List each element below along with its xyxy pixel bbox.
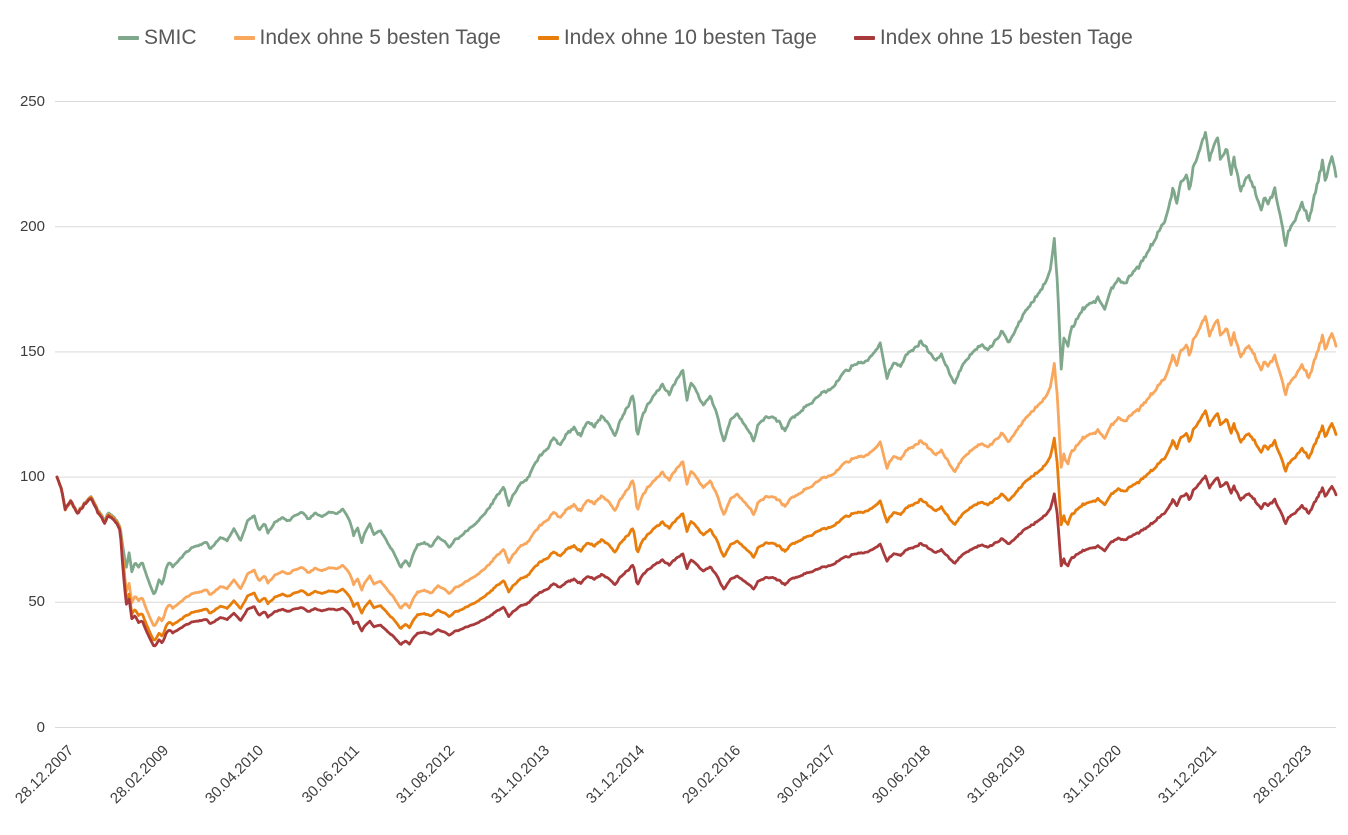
legend-dash-icon — [233, 36, 255, 40]
legend-label: Index ohne 5 besten Tage — [259, 26, 501, 49]
y-tick-label: 150 — [19, 342, 45, 360]
series-line-smic — [55, 130, 1338, 596]
y-tick-label: 100 — [19, 468, 45, 486]
series-line-index-ohne-5-besten-tage — [55, 315, 1338, 627]
legend-dash-icon — [853, 36, 875, 40]
legend-dash-icon — [537, 36, 559, 40]
series-line-index-ohne-10-besten-tage — [55, 409, 1338, 642]
legend-dash-icon — [118, 36, 139, 40]
y-tick-label: 0 — [36, 718, 45, 736]
legend-item: Index ohne 5 besten Tage — [233, 26, 501, 50]
chart-legend: SMIC Index ohne 5 besten Tage Index ohne 1… — [118, 26, 1133, 50]
legend-label: SMIC — [144, 26, 197, 49]
legend-item: Index ohne 15 besten Tage — [853, 26, 1133, 50]
legend-label: Index ohne 10 besten Tage — [563, 26, 817, 49]
legend-item: SMIC — [118, 26, 197, 50]
y-tick-label: 50 — [28, 593, 45, 611]
legend-item: Index ohne 10 besten Tage — [537, 26, 817, 50]
series-line-index-ohne-15-besten-tage — [55, 474, 1338, 648]
y-tick-label: 200 — [19, 217, 45, 235]
y-tick-label: 250 — [19, 92, 45, 110]
legend-label: Index ohne 15 besten Tage — [879, 26, 1133, 49]
